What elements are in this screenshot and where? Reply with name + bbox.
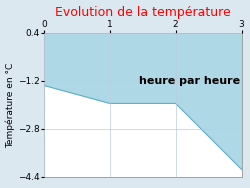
Text: heure par heure: heure par heure — [139, 76, 240, 86]
Y-axis label: Température en °C: Température en °C — [6, 62, 15, 148]
Title: Evolution de la température: Evolution de la température — [55, 6, 231, 19]
